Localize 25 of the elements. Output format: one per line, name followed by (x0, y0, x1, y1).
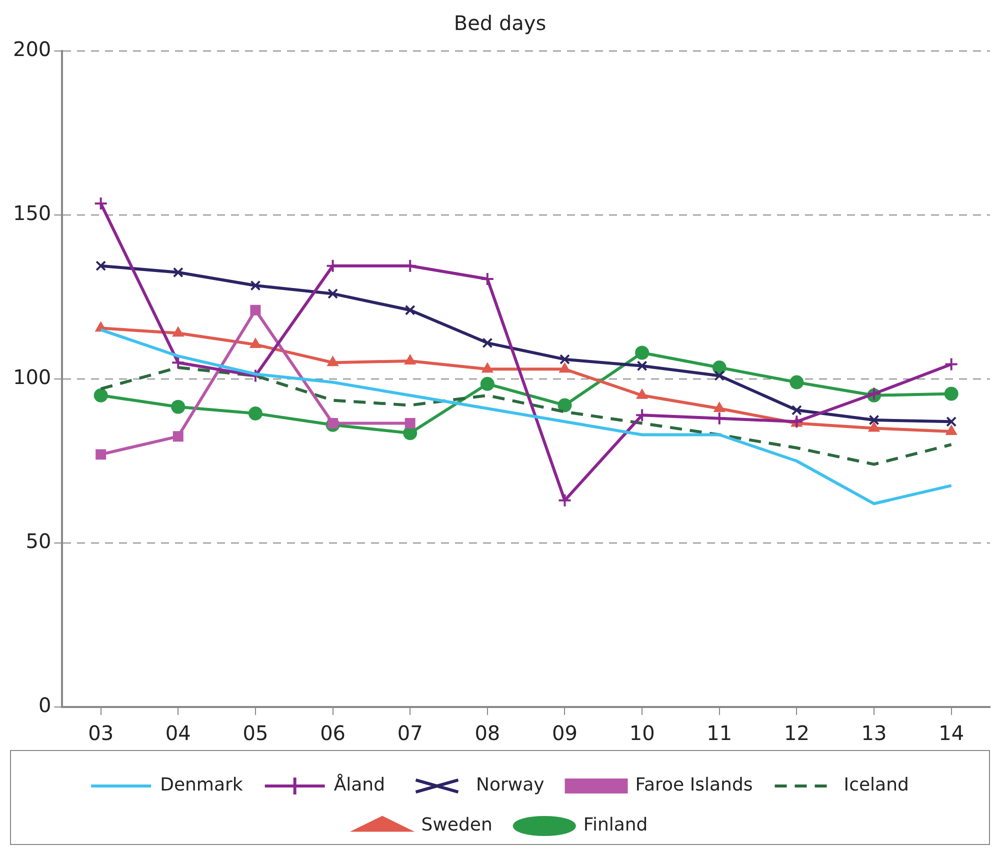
y-tick-label: 50 (26, 529, 52, 554)
x-tick-label: 04 (165, 721, 191, 746)
x-tick-label: 03 (88, 721, 114, 746)
legend-label: Finland (583, 814, 648, 836)
y-tick-label: 200 (12, 37, 52, 62)
legend-label: Faroe Islands (635, 774, 753, 796)
legend-label: Iceland (844, 774, 909, 796)
x-tick-label: 05 (242, 721, 268, 746)
y-tick-label: 0 (38, 693, 52, 718)
x-tick-label: 06 (320, 721, 346, 746)
chart-title: Bed days (454, 11, 546, 36)
y-tick-label: 150 (12, 201, 52, 226)
x-tick-label: 10 (629, 721, 655, 746)
y-tick-label: 100 (12, 365, 52, 390)
x-tick-label: 09 (552, 721, 578, 746)
x-tick-label: 07 (397, 721, 423, 746)
x-tick-label: 13 (861, 721, 887, 746)
legend-label: Norway (476, 774, 545, 796)
x-tick-label: 11 (706, 721, 732, 746)
x-tick-label: 08 (474, 721, 500, 746)
legend-label: Denmark (160, 774, 244, 796)
legend-label: Åland (334, 774, 386, 796)
x-tick-label: 14 (938, 721, 964, 746)
legend-label: Sweden (421, 814, 492, 836)
x-tick-label: 12 (784, 721, 810, 746)
